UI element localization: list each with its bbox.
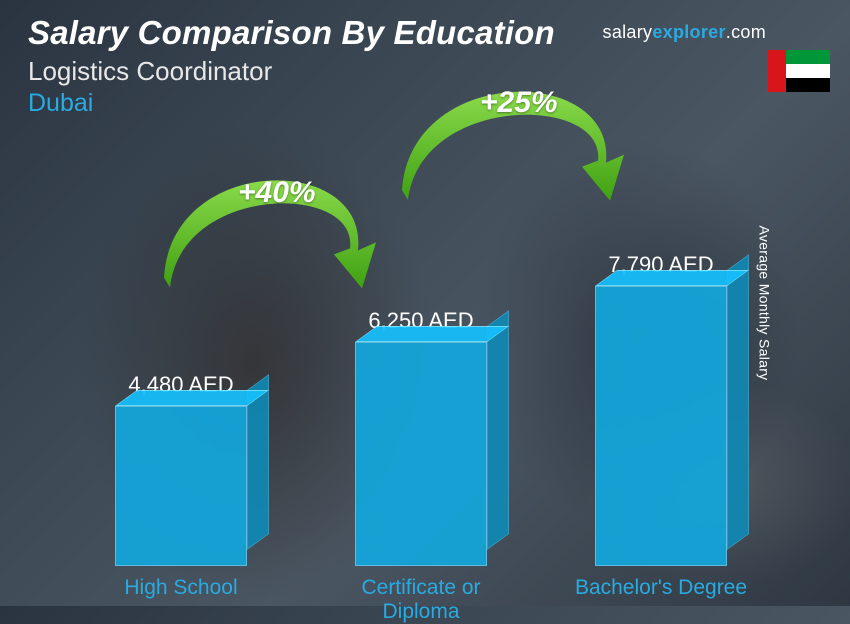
bar-chart: 4,480 AEDHigh School 6,250 AEDCertificate… (76, 146, 796, 566)
brand-part2: explorer (652, 22, 725, 42)
bar-group: 7,790 AEDBachelor's Degree (576, 252, 746, 566)
brand-part1: salary (603, 22, 653, 42)
bar-label: Bachelor's Degree (561, 576, 761, 600)
bar-3d (115, 406, 247, 566)
percent-increase-badge: +25% (480, 86, 558, 120)
bar-3d (595, 286, 727, 566)
uae-flag-icon (768, 50, 830, 92)
job-title: Logistics Coordinator (28, 56, 830, 87)
bar-label: High School (81, 576, 281, 600)
location: Dubai (28, 89, 830, 118)
percent-increase-badge: +40% (238, 176, 316, 210)
bar-label: Certificate or Diploma (321, 576, 521, 624)
bar-group: 4,480 AEDHigh School (96, 372, 266, 566)
bar-group: 6,250 AEDCertificate or Diploma (336, 308, 506, 566)
brand-logo: salaryexplorer.com (603, 22, 766, 43)
bar-3d (355, 342, 487, 566)
brand-part3: .com (726, 22, 766, 42)
